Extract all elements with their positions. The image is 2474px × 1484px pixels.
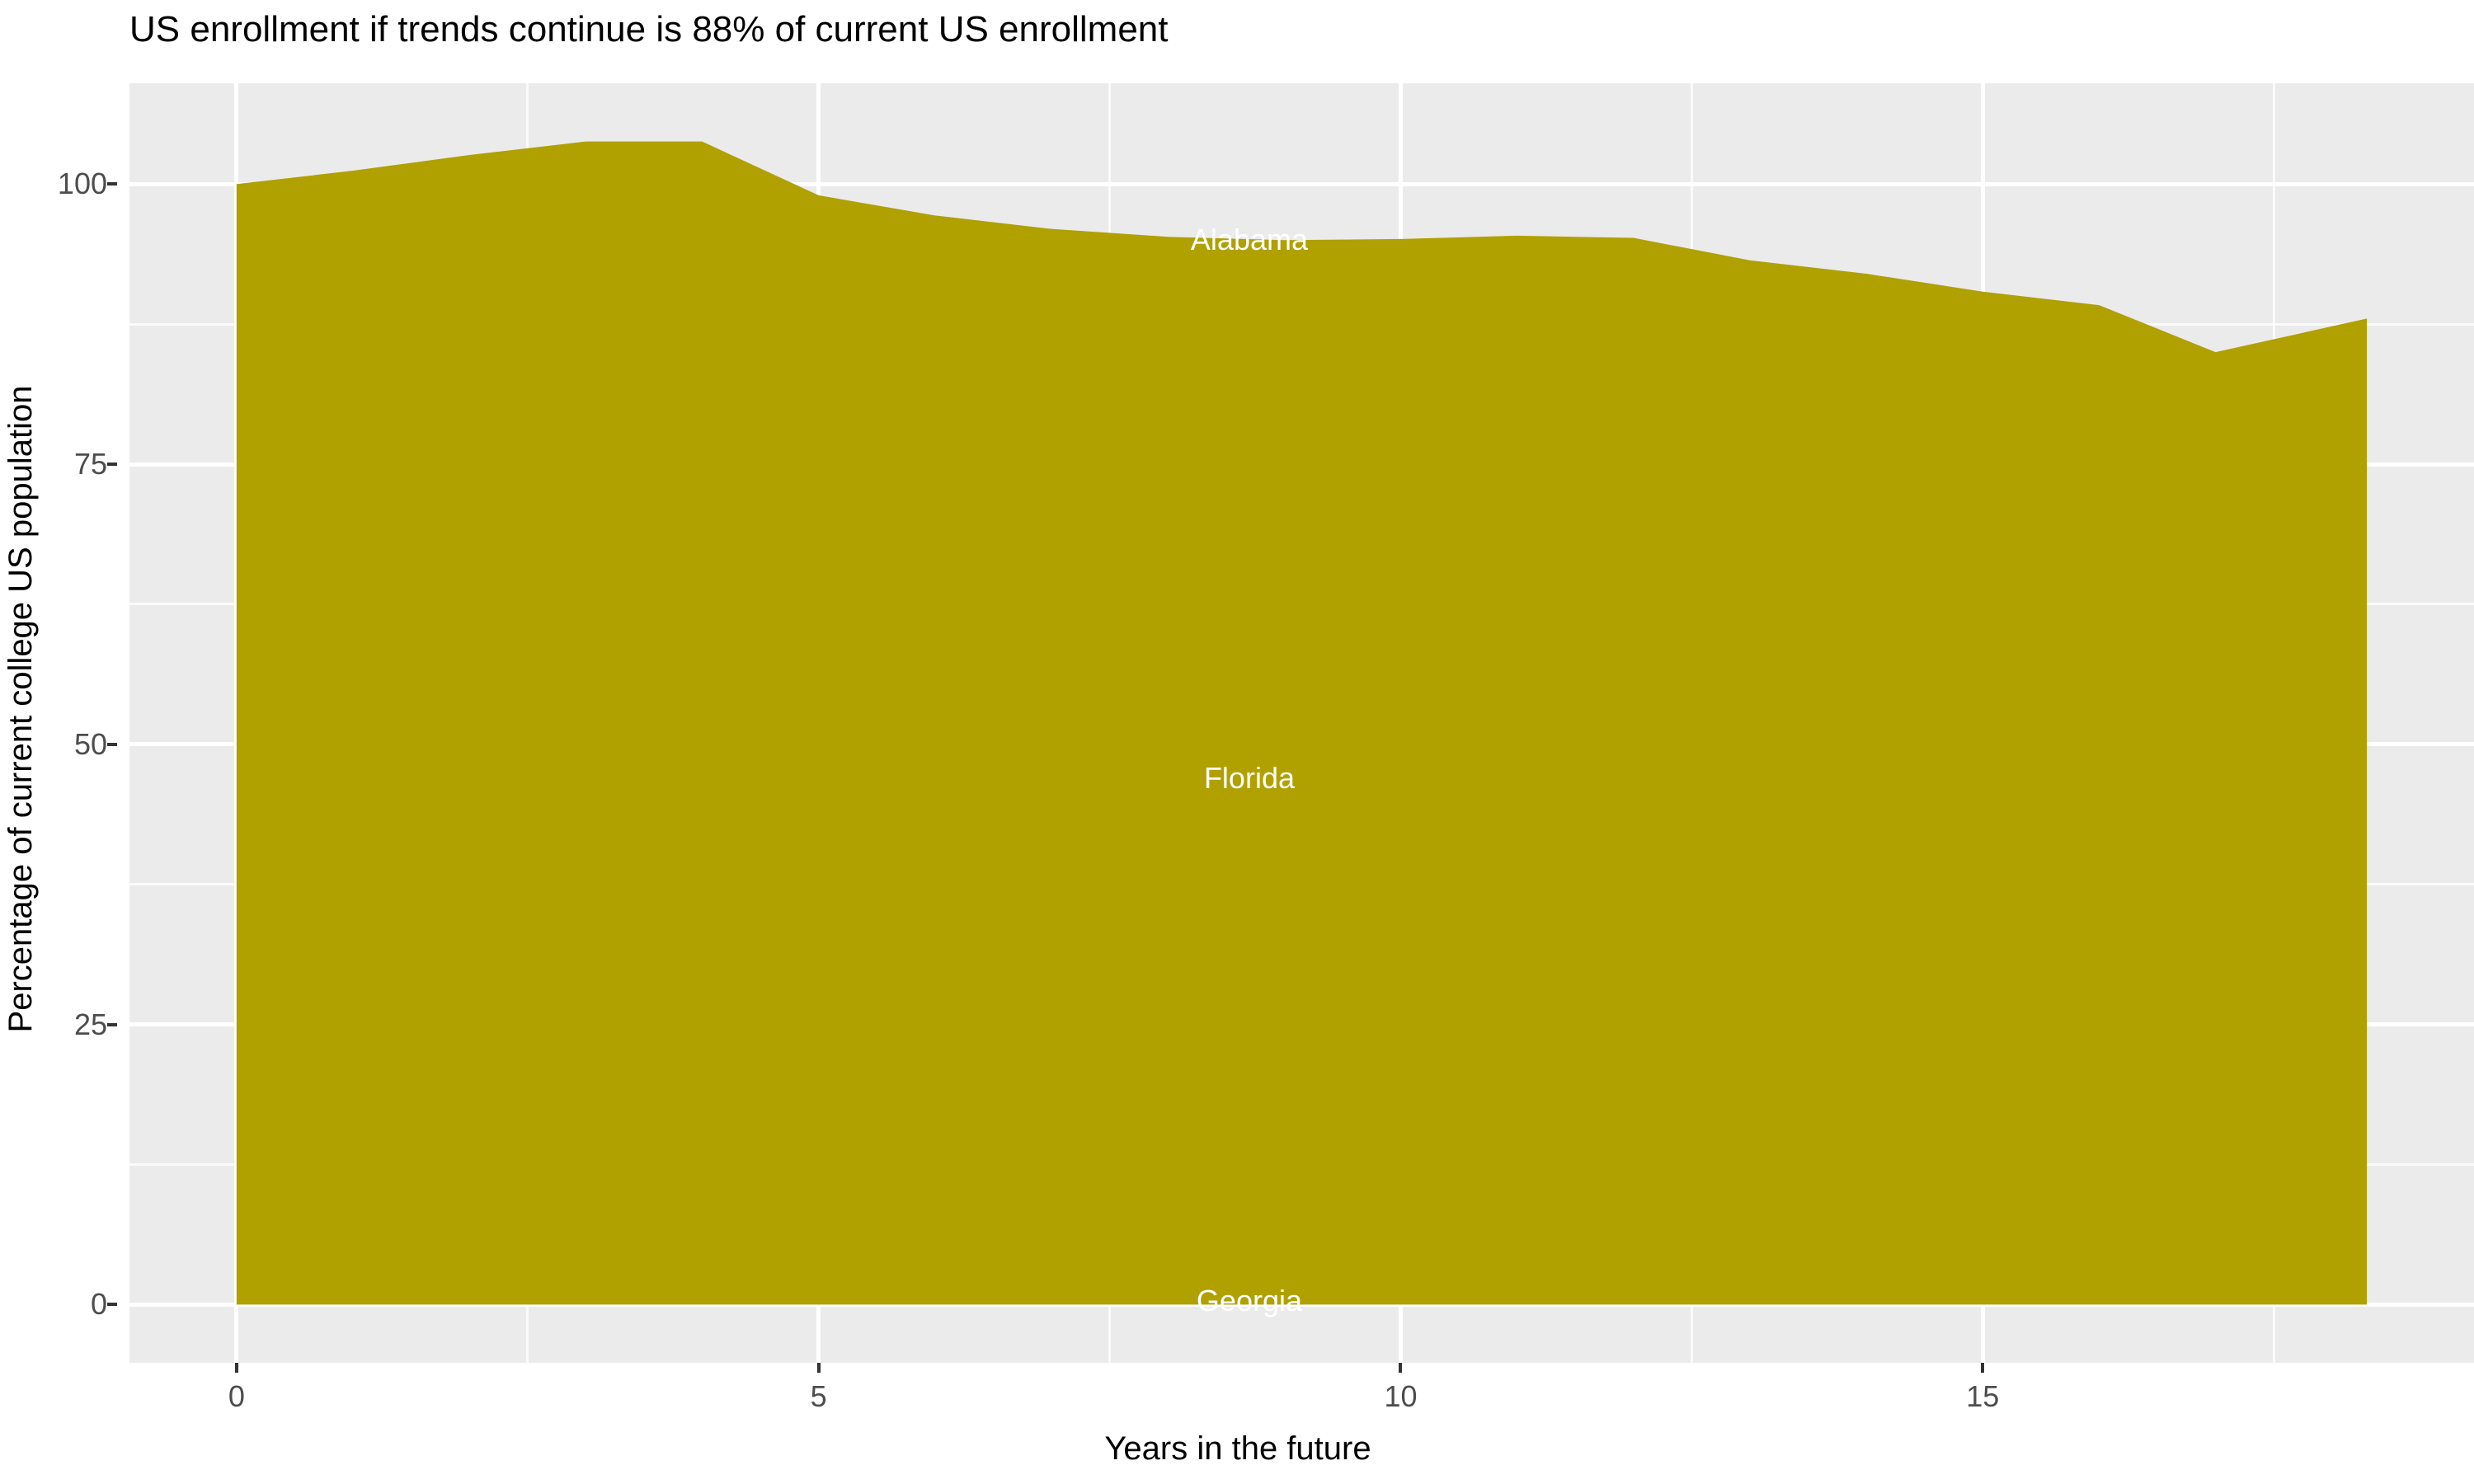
y-tick-mark [107,463,117,467]
y-tick-label: 50 [73,726,107,761]
series-label: Florida [1203,760,1295,795]
chart-title: US enrollment if trends continue is 88% … [129,9,1169,49]
x-tick-label: 0 [228,1379,245,1413]
x-axis-title: Years in the future [1104,1430,1371,1467]
x-tick-label: 15 [1966,1379,2000,1413]
y-tick-mark [107,1303,117,1307]
x-tick-mark [1981,1363,1985,1373]
x-tick-mark [234,1363,238,1373]
y-tick-mark [107,742,117,746]
y-axis-ticks: 0 25 50 75 100 [0,83,117,1363]
area-path-total-stacked-enrollment [236,141,2368,1305]
y-tick-label: 0 [90,1287,107,1322]
y-tick-mark [107,182,117,186]
gridline-vertical-major [234,83,239,1363]
x-tick-mark [816,1363,821,1373]
area-series-layer [236,141,2368,1305]
gridline-horizontal-major [129,181,2474,186]
y-tick-label: 75 [73,447,107,481]
y-tick-label: 25 [73,1007,107,1041]
series-label: Georgia [1196,1284,1303,1318]
series-label: Alabama [1190,223,1309,257]
x-axis-ticks: 0 5 10 15 [129,1363,2474,1429]
x-tick-label: 5 [810,1379,827,1413]
x-tick-mark [1399,1363,1403,1373]
x-tick-label: 10 [1384,1379,1418,1413]
plot-panel: Alabama Florida Georgia [129,83,2474,1363]
y-tick-mark [107,1022,117,1026]
y-tick-label: 100 [57,167,107,201]
